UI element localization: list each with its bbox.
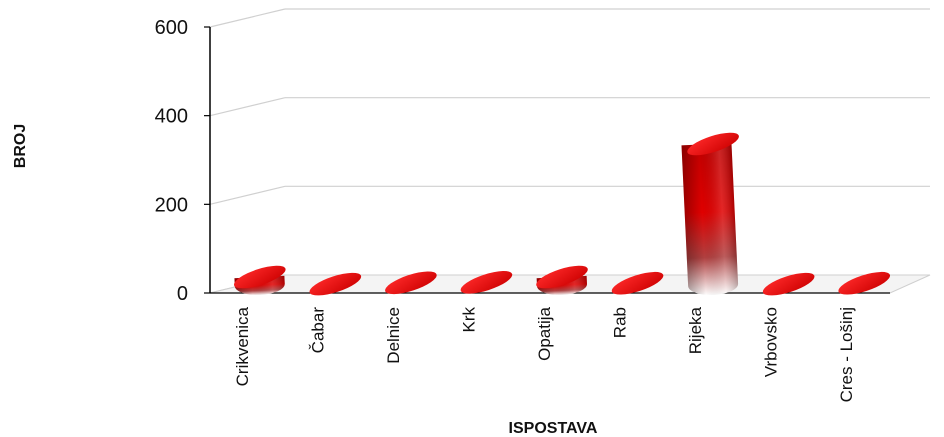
bar xyxy=(681,132,739,296)
bar xyxy=(233,265,286,296)
y-axis-title: BROJ xyxy=(12,124,29,168)
y-tick-label: 200 xyxy=(155,194,188,216)
grid-diagonal xyxy=(209,97,286,117)
grid-diagonal xyxy=(209,8,286,28)
y-tick-label: 0 xyxy=(177,283,188,305)
x-tick-label: Cres - Lošinj xyxy=(837,307,856,402)
x-tick-label: Čabar xyxy=(308,307,327,354)
x-tick-label: Rijeka xyxy=(686,306,705,354)
x-tick-label: Rab xyxy=(611,307,630,338)
bar-top xyxy=(385,271,437,295)
bar-top xyxy=(687,132,739,156)
y-tick-label: 400 xyxy=(155,106,188,128)
bar xyxy=(309,272,362,296)
x-tick-label: Opatija xyxy=(535,306,554,360)
bar-top xyxy=(536,265,588,289)
x-tick-label: Vrbovsko xyxy=(762,307,781,377)
axes xyxy=(204,26,890,294)
bar-top xyxy=(460,271,513,294)
bar-top xyxy=(611,271,664,295)
bar xyxy=(385,271,437,295)
bar-top xyxy=(762,272,815,296)
y-tick-label: 600 xyxy=(155,17,188,39)
bar-top xyxy=(838,271,891,295)
bar xyxy=(536,265,588,296)
bar xyxy=(838,271,891,295)
bar xyxy=(762,272,815,296)
x-tick-label: Krk xyxy=(459,307,478,333)
bar-top xyxy=(309,272,362,296)
labels: 0 200 400 600 Crikvenica Čabar Delnice Krk Opati… xyxy=(155,17,857,402)
x-tick-label: Delnice xyxy=(384,307,403,364)
bars xyxy=(233,132,891,296)
grid-lines xyxy=(209,8,931,294)
bar-top xyxy=(233,265,286,289)
bar xyxy=(611,271,664,295)
bar xyxy=(460,271,513,294)
x-tick-label: Crikvenica xyxy=(233,306,252,386)
x-axis-title: ISPOSTAVA xyxy=(509,420,598,437)
grid-diagonal xyxy=(209,185,286,205)
bar-shade xyxy=(681,142,739,296)
